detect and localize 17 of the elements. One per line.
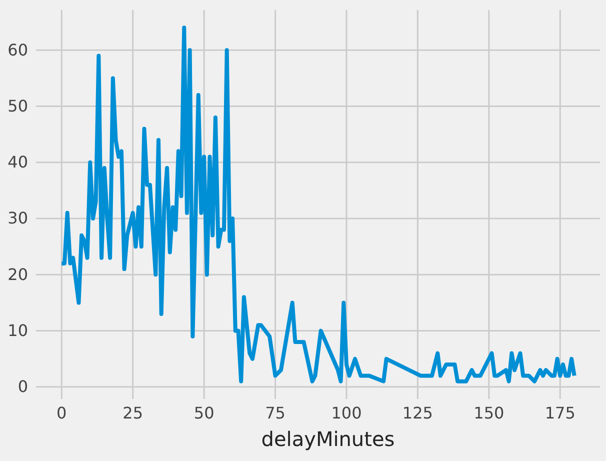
y-tick-label: 40 xyxy=(8,152,28,172)
line-series xyxy=(60,26,576,384)
x-tick-label: 75 xyxy=(265,403,286,422)
x-tick-label: 175 xyxy=(544,403,576,422)
x-axis-title: delayMinutes xyxy=(261,427,395,451)
x-tick-label: 25 xyxy=(122,403,144,422)
y-tick-label: 10 xyxy=(8,320,28,340)
y-tick-label: 20 xyxy=(8,264,28,284)
y-tick-label: 60 xyxy=(8,40,28,60)
y-tick-label: 0 xyxy=(18,377,28,396)
x-tick-label: 100 xyxy=(331,403,362,422)
y-tick-label: 50 xyxy=(8,96,28,116)
x-tick-label: 50 xyxy=(194,403,214,422)
x-tick-label: 150 xyxy=(474,403,504,422)
y-tick-label: 30 xyxy=(8,208,28,228)
x-tick-label: 0 xyxy=(56,403,67,422)
x-tick-label: 125 xyxy=(402,403,433,422)
